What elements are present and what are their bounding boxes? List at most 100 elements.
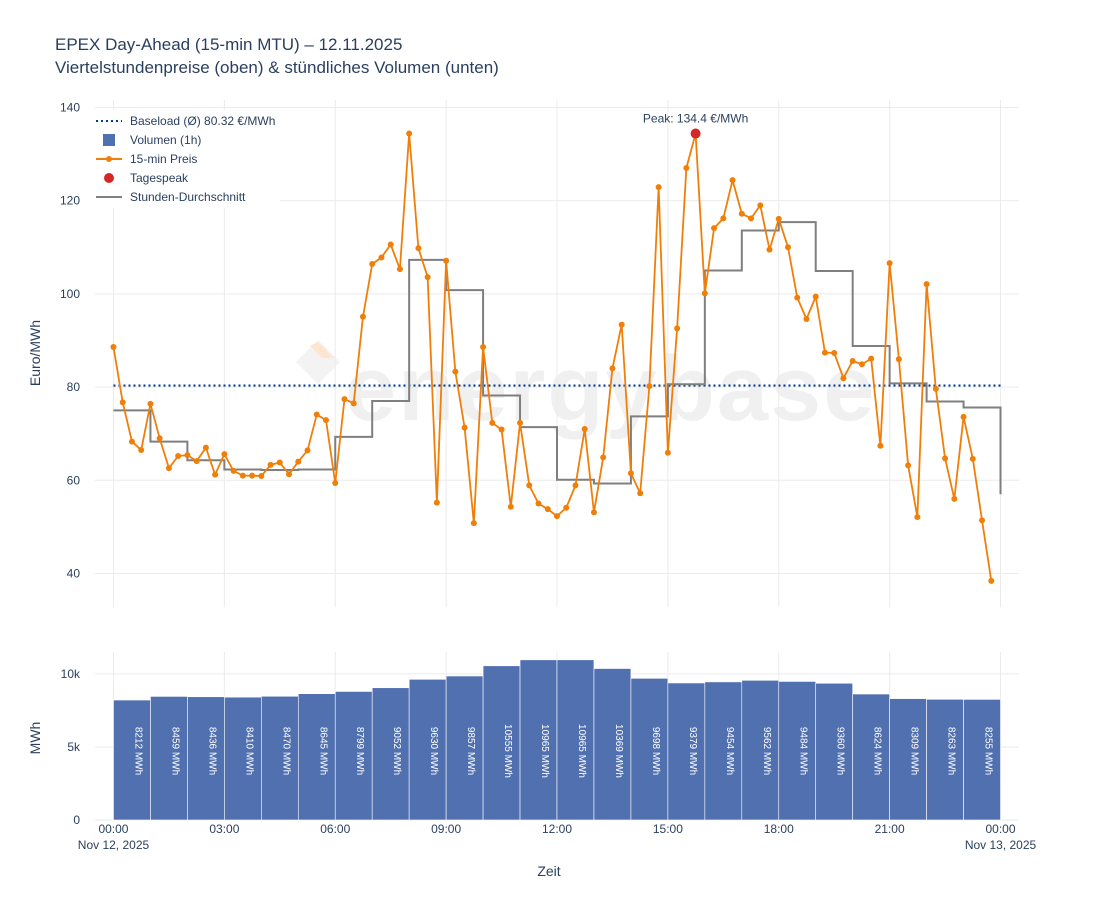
price-point <box>415 245 422 252</box>
price-point <box>221 451 228 458</box>
price-point <box>729 177 736 184</box>
volume-bar-label: 8309 MWh <box>909 727 920 775</box>
legend-item-baseload[interactable]: Baseload (Ø) 80.32 €/MWh <box>96 114 275 128</box>
price-point <box>895 356 902 363</box>
volume-bar-label: 8410 MWh <box>243 727 254 775</box>
volume-bar <box>889 698 927 821</box>
legend-item-peak[interactable]: Tagespeak <box>104 171 189 185</box>
volume-bar <box>926 698 964 821</box>
price-point <box>165 465 172 472</box>
legend-swatch-price-dot <box>106 156 112 162</box>
volume-bar <box>408 679 447 821</box>
price-point <box>304 447 311 454</box>
legend-label-baseload: Baseload (Ø) 80.32 €/MWh <box>130 114 275 128</box>
volume-bar-label: 10369 MWh <box>613 724 624 778</box>
price-point <box>526 482 533 489</box>
volume-bar <box>482 665 521 821</box>
price-point <box>480 343 487 350</box>
legend-item-price[interactable]: 15-min Preis <box>96 152 197 166</box>
legend: Baseload (Ø) 80.32 €/MWh Volumen (1h) 15… <box>88 110 280 208</box>
price-point <box>544 506 551 513</box>
volume-bar <box>963 699 1001 821</box>
price-point <box>424 274 431 281</box>
price-point <box>969 455 976 462</box>
volume-bar-label: 8212 MWh <box>132 727 143 775</box>
volume-bar-label: 9052 MWh <box>391 727 402 775</box>
volume-bar-label: 10965 MWh <box>539 724 550 778</box>
price-point <box>738 210 745 217</box>
volume-bar <box>445 675 484 821</box>
volume-axis-title: MWh <box>27 722 43 755</box>
volume-bar-label: 9379 MWh <box>687 727 698 775</box>
price-point <box>627 470 634 477</box>
price-point <box>581 425 588 432</box>
price-tick-label: 40 <box>67 566 81 580</box>
price-point <box>942 455 949 462</box>
price-point <box>128 438 135 445</box>
price-point <box>535 500 542 507</box>
price-point <box>701 290 708 297</box>
price-tick-label: 120 <box>60 194 80 208</box>
price-point <box>184 452 191 459</box>
volume-bars: 8212 MWh 8459 MWh 8436 MWh 8410 MWh 8470 MWh… <box>113 659 1001 821</box>
x-tick-label: 06:00 <box>320 822 350 836</box>
chart-subtitle: Viertelstundenpreise (oben) & stündliche… <box>55 58 499 77</box>
volume-bar-label: 9857 MWh <box>465 727 476 775</box>
x-tick-label: 03:00 <box>209 822 239 836</box>
volume-bar-label: 8624 MWh <box>872 727 883 775</box>
legend-item-hourly[interactable]: Stunden-Durchschnitt <box>96 190 246 204</box>
price-point <box>979 517 986 524</box>
price-point <box>175 453 182 460</box>
x-tick-label: 15:00 <box>653 822 683 836</box>
volume-bar-label: 8799 MWh <box>354 727 365 775</box>
price-point <box>350 400 357 407</box>
price-axis-ticks: 40 60 80 100 120 140 <box>60 100 80 580</box>
price-point <box>258 473 265 480</box>
price-point <box>711 225 718 232</box>
price-point <box>785 244 791 251</box>
price-point <box>507 503 514 510</box>
price-point <box>433 499 440 506</box>
x-tick-date-label: Nov 13, 2025 <box>965 838 1037 852</box>
price-point <box>960 413 967 420</box>
price-point <box>905 462 912 469</box>
legend-label-volume: Volumen (1h) <box>130 133 201 147</box>
price-point <box>378 254 385 261</box>
volume-bar <box>150 696 188 821</box>
price-tick-label: 100 <box>60 287 80 301</box>
volume-bar <box>704 681 743 821</box>
volume-tick-label: 0 <box>73 813 80 827</box>
volume-bar <box>630 678 669 821</box>
volume-bar <box>852 693 890 821</box>
price-point <box>341 396 348 403</box>
price-tick-label: 80 <box>67 380 81 394</box>
price-point <box>821 349 828 356</box>
price-point <box>119 399 126 406</box>
price-point <box>674 325 681 332</box>
peak-marker <box>690 128 701 139</box>
price-point <box>212 471 219 478</box>
price-point <box>600 454 607 461</box>
energybase-watermark: energybase <box>296 338 874 440</box>
price-point <box>951 495 958 502</box>
price-point <box>590 509 597 516</box>
legend-label-peak: Tagespeak <box>130 171 189 185</box>
price-point <box>452 368 459 375</box>
price-point <box>572 482 579 489</box>
price-point <box>664 449 671 456</box>
volume-bar <box>667 682 706 821</box>
legend-swatch-volume <box>103 134 115 146</box>
price-point <box>369 261 376 268</box>
price-tick-label: 140 <box>60 100 80 114</box>
legend-item-volume[interactable]: Volumen (1h) <box>103 133 201 147</box>
volume-bar-label: 8645 MWh <box>317 727 328 775</box>
price-point <box>748 215 755 222</box>
price-axis-title: Euro/MWh <box>27 320 43 386</box>
price-point <box>886 260 893 267</box>
price-point <box>554 513 560 520</box>
hourly-average-step-line <box>113 221 1002 495</box>
volume-axis-ticks: 0 5k 10k <box>61 667 81 827</box>
price-point <box>517 419 524 426</box>
price-point <box>359 313 366 320</box>
